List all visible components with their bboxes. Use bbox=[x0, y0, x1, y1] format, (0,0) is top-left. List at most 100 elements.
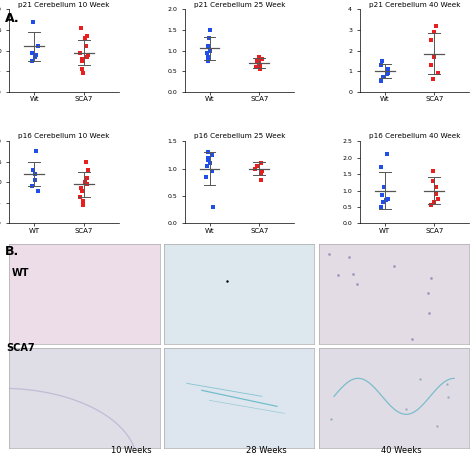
Point bbox=[328, 415, 335, 423]
Point bbox=[256, 61, 264, 69]
Text: 28 Weeks: 28 Weeks bbox=[246, 446, 287, 455]
Point bbox=[429, 167, 437, 175]
Point bbox=[384, 70, 392, 77]
Point bbox=[353, 281, 361, 288]
Point bbox=[427, 274, 435, 282]
Title: p16 Cerebellum 10 Week: p16 Cerebellum 10 Week bbox=[18, 134, 110, 139]
Point bbox=[204, 149, 211, 156]
Point bbox=[380, 184, 387, 191]
Point bbox=[253, 57, 261, 64]
Point bbox=[28, 49, 36, 57]
Point bbox=[432, 22, 440, 29]
Point bbox=[209, 151, 216, 159]
Point bbox=[84, 181, 91, 188]
Point bbox=[430, 28, 438, 35]
Point bbox=[252, 165, 259, 172]
Point bbox=[335, 271, 342, 279]
Point bbox=[426, 309, 433, 317]
Point bbox=[203, 162, 210, 170]
Point bbox=[77, 185, 85, 192]
Point bbox=[202, 173, 210, 181]
Point bbox=[430, 53, 438, 60]
Point bbox=[378, 78, 385, 85]
Point bbox=[255, 59, 263, 67]
Point bbox=[77, 24, 84, 32]
Point bbox=[432, 184, 440, 191]
Point bbox=[377, 61, 385, 69]
Point bbox=[349, 271, 357, 278]
Point bbox=[205, 154, 212, 161]
Point bbox=[432, 190, 439, 198]
Point bbox=[207, 47, 214, 54]
Point bbox=[78, 57, 85, 64]
Point bbox=[416, 375, 424, 382]
Point bbox=[255, 53, 263, 60]
Point bbox=[326, 250, 333, 257]
Title: p21 Cerebellum 40 Week: p21 Cerebellum 40 Week bbox=[369, 1, 460, 7]
Point bbox=[82, 42, 90, 50]
Point bbox=[384, 195, 392, 203]
Point bbox=[378, 57, 386, 64]
Point bbox=[83, 175, 91, 182]
Point bbox=[433, 422, 441, 430]
Point bbox=[205, 57, 212, 64]
Point bbox=[83, 32, 91, 40]
Point bbox=[28, 57, 36, 64]
Point bbox=[31, 53, 39, 60]
Point bbox=[32, 148, 39, 155]
Point bbox=[32, 51, 40, 58]
Point bbox=[424, 290, 431, 297]
Point bbox=[210, 203, 217, 211]
Point bbox=[378, 192, 385, 199]
Point bbox=[390, 262, 398, 270]
Point bbox=[77, 193, 84, 200]
Text: SCA7: SCA7 bbox=[7, 343, 35, 353]
Point bbox=[84, 51, 91, 58]
Point bbox=[382, 197, 390, 204]
Text: A.: A. bbox=[5, 12, 19, 25]
Title: p21 Cerebellum 25 Week: p21 Cerebellum 25 Week bbox=[193, 1, 285, 7]
Text: B.: B. bbox=[5, 245, 19, 258]
Point bbox=[346, 253, 353, 261]
Point bbox=[409, 335, 416, 343]
Point bbox=[252, 63, 259, 71]
Point bbox=[258, 159, 265, 167]
Point bbox=[203, 49, 210, 57]
Point bbox=[34, 42, 42, 50]
Point bbox=[402, 405, 410, 413]
Point bbox=[256, 65, 264, 73]
Point bbox=[205, 35, 213, 42]
Point bbox=[206, 159, 214, 167]
Point bbox=[427, 61, 435, 69]
Point bbox=[79, 197, 87, 205]
Point bbox=[258, 55, 265, 63]
Point bbox=[81, 35, 89, 42]
Point bbox=[379, 73, 387, 81]
Point bbox=[76, 49, 84, 57]
Title: p16 Cerebellum 40 Week: p16 Cerebellum 40 Week bbox=[369, 134, 460, 139]
Point bbox=[31, 170, 38, 178]
Point bbox=[383, 71, 391, 78]
Point bbox=[204, 42, 212, 50]
Point bbox=[204, 156, 211, 164]
Point bbox=[78, 55, 86, 63]
Point bbox=[429, 177, 437, 184]
Point bbox=[83, 53, 91, 60]
Point bbox=[81, 178, 89, 186]
Point bbox=[380, 198, 387, 206]
Point bbox=[253, 162, 261, 170]
Point bbox=[434, 70, 441, 77]
Point bbox=[384, 65, 392, 73]
Point bbox=[444, 393, 452, 400]
Point bbox=[377, 164, 385, 171]
Point bbox=[80, 201, 87, 209]
Point bbox=[434, 195, 441, 203]
Point bbox=[206, 26, 213, 34]
Point bbox=[204, 53, 212, 60]
Point bbox=[28, 183, 36, 190]
Text: WT: WT bbox=[12, 268, 29, 278]
Point bbox=[443, 381, 451, 388]
Point bbox=[258, 168, 265, 175]
Title: p21 Cerebellum 10 Week: p21 Cerebellum 10 Week bbox=[18, 1, 110, 7]
Point bbox=[84, 166, 91, 174]
